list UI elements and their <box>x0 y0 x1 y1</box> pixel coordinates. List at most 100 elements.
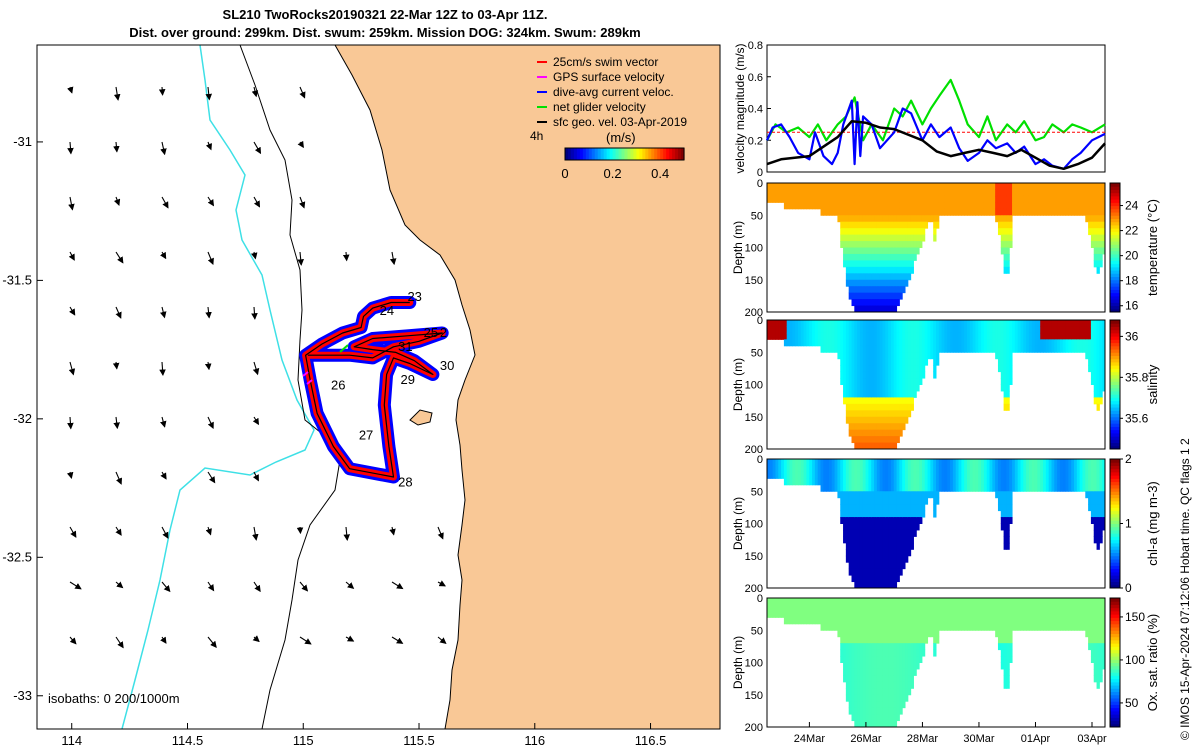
section-y-tick-label: 50 <box>751 347 763 359</box>
section-cell <box>876 410 881 418</box>
colorbar-swatch <box>612 148 617 160</box>
section-cell <box>868 656 872 663</box>
section-cell <box>845 478 850 486</box>
section-cell <box>857 403 861 411</box>
section-cell <box>1000 610 1005 618</box>
section-cell <box>1085 484 1089 492</box>
section-cell <box>896 273 900 281</box>
section-cell <box>781 610 785 618</box>
section-cell <box>1102 623 1106 631</box>
section-cell <box>952 478 957 486</box>
section-cell <box>820 320 824 327</box>
section-colorbar-swatch <box>1110 704 1120 709</box>
section-cell <box>1090 183 1095 190</box>
section-cell <box>845 630 850 638</box>
current-vector-arrow <box>345 581 355 589</box>
section-cell <box>1040 195 1044 203</box>
section-cell <box>862 575 867 583</box>
section-cell <box>902 260 906 268</box>
section-cell <box>840 598 844 605</box>
section-cell <box>1043 326 1047 334</box>
section-cell <box>1096 228 1100 236</box>
section-cell <box>843 260 847 268</box>
section-cell <box>828 459 833 466</box>
section-cell <box>874 555 878 563</box>
section-cell <box>958 484 962 492</box>
section-cell <box>1090 221 1095 229</box>
section-cell <box>817 598 822 605</box>
section-cell <box>851 662 855 670</box>
legend-item-label: sfc geo. vel. 03-Apr-2019 <box>553 115 687 129</box>
section-cell <box>823 345 827 353</box>
section-cell <box>854 326 858 334</box>
section-cell <box>1082 208 1086 216</box>
section-cell <box>1082 471 1086 479</box>
section-cell <box>888 195 892 203</box>
section-cell <box>868 688 872 696</box>
section-cell <box>1096 208 1100 216</box>
section-cell <box>871 555 875 563</box>
section-cell <box>882 247 886 255</box>
section-cell <box>1034 604 1038 612</box>
section-cell <box>916 326 920 334</box>
section-cell <box>899 416 903 424</box>
section-cell <box>975 208 979 216</box>
section-cell <box>890 668 895 676</box>
section-cell <box>1057 332 1061 340</box>
section-cell <box>995 598 999 605</box>
section-cell <box>879 436 883 444</box>
section-cell <box>840 234 844 242</box>
section-cell <box>896 562 900 570</box>
section-colorbar-swatch <box>1110 224 1120 229</box>
section-cell <box>874 714 878 722</box>
section-cell <box>964 202 968 210</box>
section-cell <box>1085 598 1089 605</box>
section-cell <box>882 202 886 210</box>
section-cell <box>882 279 886 287</box>
section-cell <box>1006 610 1010 618</box>
section-cell <box>800 478 805 486</box>
section-cell <box>882 649 886 657</box>
colorbar-swatch <box>609 148 614 160</box>
section-cell <box>868 195 872 203</box>
section-cell <box>874 326 878 334</box>
section-cell <box>876 598 881 605</box>
section-cell <box>936 352 940 360</box>
section-cell <box>888 279 892 287</box>
section-cell <box>885 247 889 255</box>
section-cell <box>952 345 957 353</box>
section-cell <box>1048 471 1052 479</box>
section-cell <box>843 459 847 466</box>
section-cell <box>1006 247 1010 255</box>
isobath-1000m <box>121 45 315 729</box>
section-cell <box>1006 371 1010 379</box>
section-cell <box>882 617 886 625</box>
section-cell <box>907 345 912 353</box>
section-cell <box>952 183 957 190</box>
section-colorbar-swatch <box>1110 257 1120 261</box>
section-cell <box>890 536 895 544</box>
section-cell <box>916 320 920 327</box>
section-cell <box>848 384 852 392</box>
section-cell <box>972 183 976 190</box>
section-cell <box>834 471 838 479</box>
section-cell <box>1006 195 1010 203</box>
section-cell <box>854 320 858 327</box>
section-cell <box>896 266 900 274</box>
section-cell <box>1099 358 1103 366</box>
section-cell <box>840 478 844 486</box>
section-cell <box>806 617 810 625</box>
section-cell <box>888 429 892 437</box>
section-cell <box>913 643 917 651</box>
velocity-series-net <box>766 78 1106 142</box>
section-cell <box>874 636 878 644</box>
section-cell <box>874 575 878 583</box>
section-cell <box>848 630 852 638</box>
section-cell <box>781 332 785 340</box>
section-cell <box>1079 195 1083 203</box>
section-cell <box>1102 517 1106 524</box>
section-cell <box>1079 345 1083 353</box>
section-cell <box>905 497 909 505</box>
section-cell <box>845 273 850 281</box>
section-cell <box>1006 465 1010 473</box>
